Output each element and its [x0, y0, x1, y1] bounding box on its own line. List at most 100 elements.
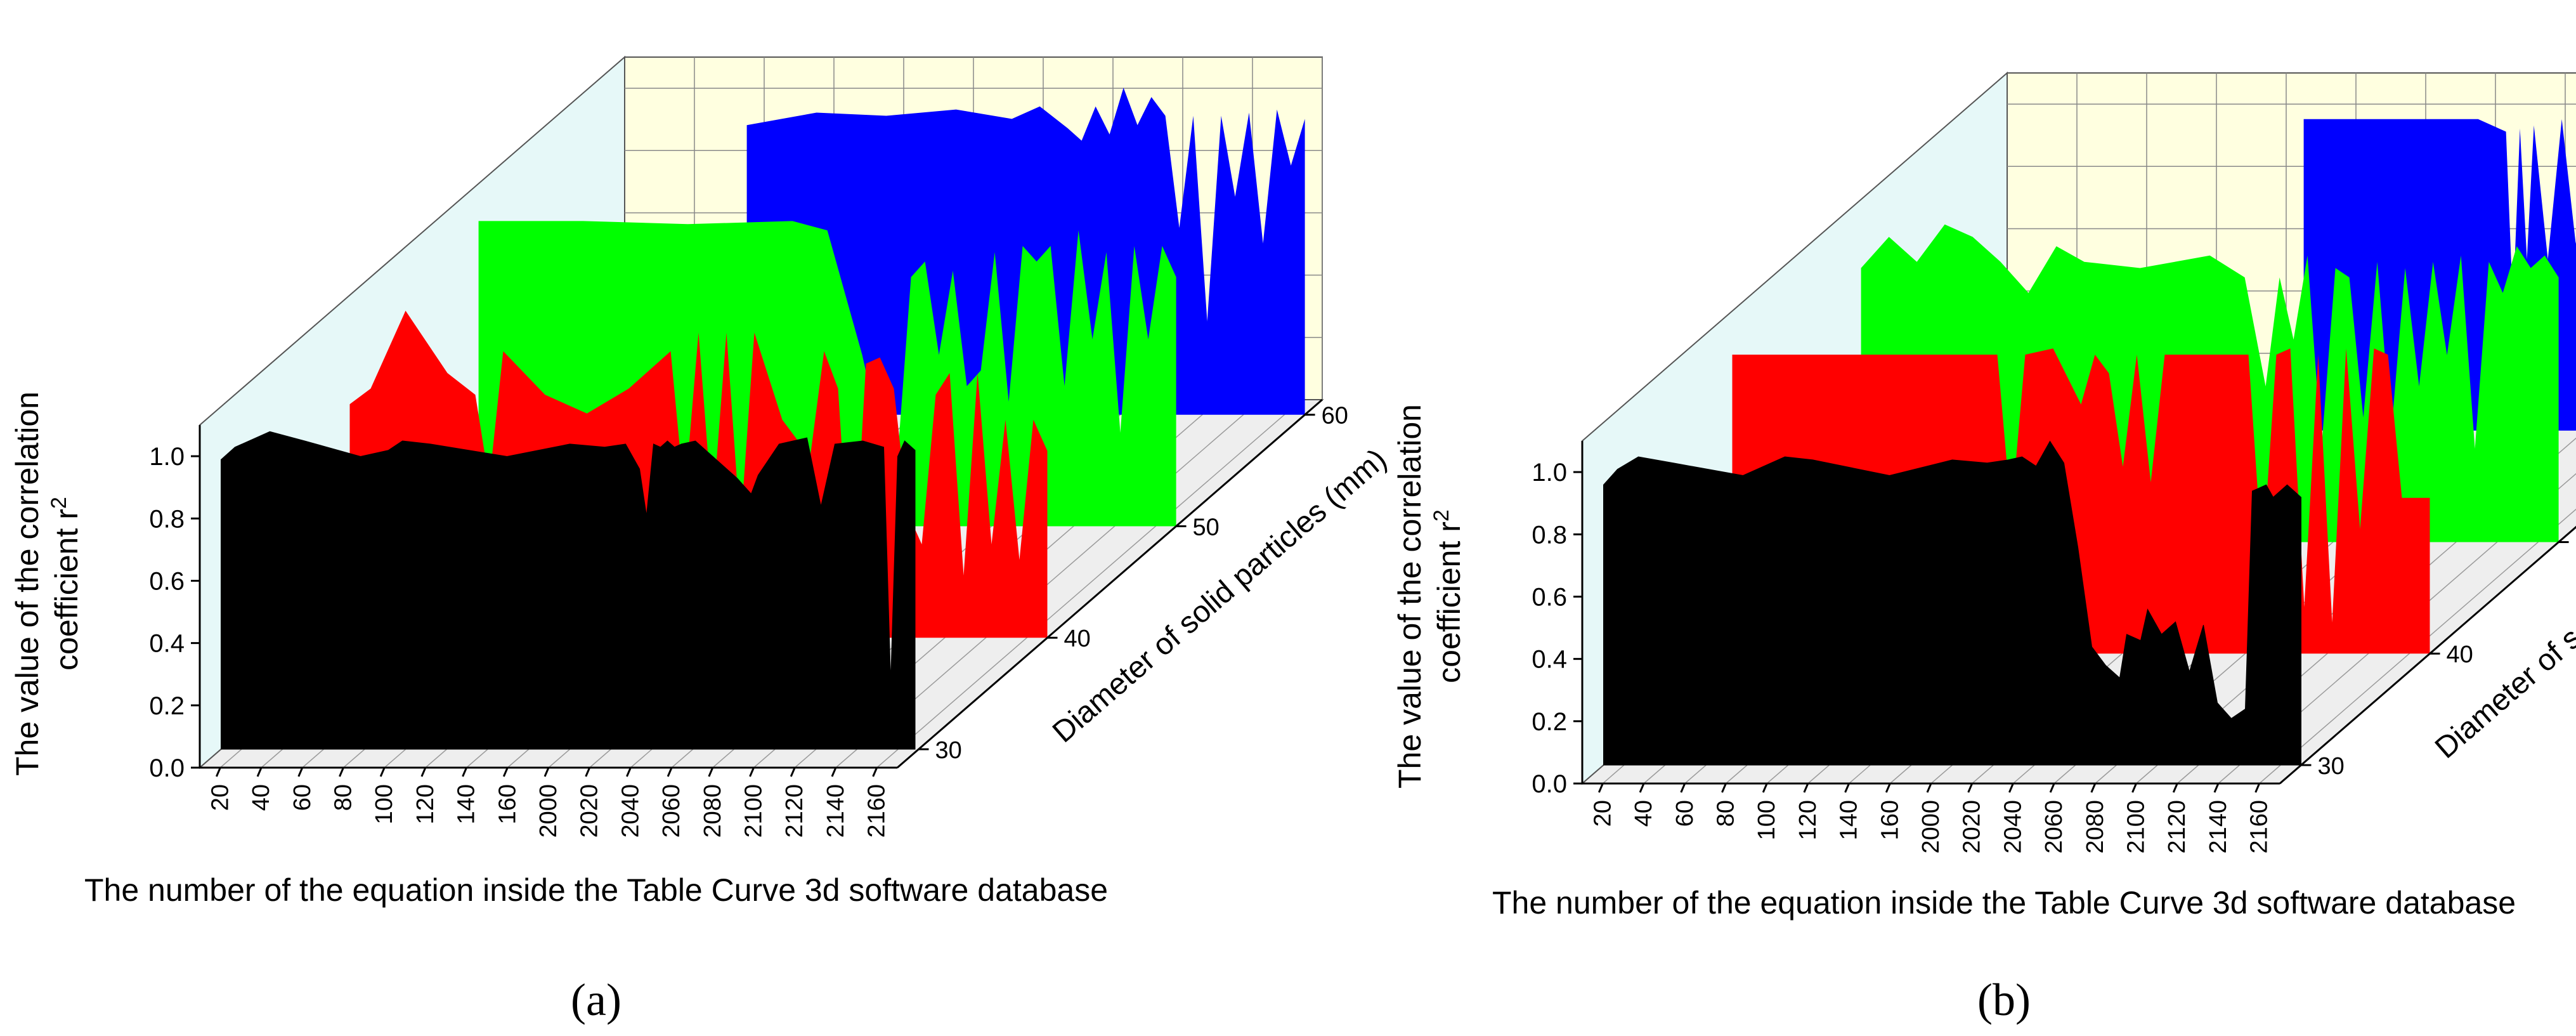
y-axis: 0.0 0.2 0.4 0.6 0.8 1.0: [149, 425, 201, 782]
x-tick-label: 2000: [535, 784, 562, 838]
z-tick-label: 40: [2447, 641, 2473, 668]
x-axis: 20 40 60 80 100 120 140 160 2000 2020 2040 2060 2080…: [1582, 782, 2280, 854]
y-axis-title-line2: coefficient r2: [1429, 509, 1467, 683]
y-tick-label: 1.0: [1532, 459, 1567, 487]
x-axis-title: The number of the equation inside the Ta…: [84, 872, 1108, 908]
panel-label: (b): [1977, 974, 2031, 1025]
x-tick: [256, 767, 263, 777]
y-tick-label: 0.6: [149, 567, 185, 595]
x-tick: [1885, 783, 1891, 793]
x-tick-label: 2140: [823, 784, 849, 838]
x-tick-label: 40: [248, 784, 275, 811]
z-tick-label: 30: [935, 737, 962, 764]
x-tick: [215, 767, 221, 777]
x-tick: [2131, 783, 2137, 793]
y-tick-label: 0.4: [149, 630, 185, 658]
x-tick: [667, 767, 673, 777]
y-axis: 0.0 0.2 0.4 0.6 0.8 1.0: [1532, 441, 1584, 798]
x-tick: [790, 767, 796, 777]
panel-label: (a): [571, 974, 621, 1025]
z-axis-line: [2279, 525, 2576, 785]
x-tick: [1597, 783, 1604, 793]
x-tick: [2008, 783, 2014, 793]
x-tick-label: 2040: [617, 784, 644, 838]
x-tick: [585, 767, 591, 777]
x-tick: [708, 767, 714, 777]
y-tick-label: 0.8: [1532, 521, 1567, 549]
y-tick-label: 0.2: [149, 692, 185, 720]
x-tick: [1721, 783, 1727, 793]
x-tick-label: 100: [1753, 800, 1780, 840]
x-tick-label: 2080: [699, 784, 726, 838]
x-tick: [872, 767, 878, 777]
x-tick: [1680, 783, 1686, 793]
x-tick: [379, 767, 386, 777]
x-tick: [831, 767, 837, 777]
series-area-30-mm: [221, 431, 916, 750]
x-tick: [502, 767, 509, 777]
x-tick: [2172, 783, 2178, 793]
x-tick-label: 2160: [864, 784, 890, 838]
x-tick: [297, 767, 304, 777]
x-tick-label: 20: [207, 784, 233, 811]
x-tick-label: 2060: [2041, 800, 2067, 854]
x-tick-label: 80: [1712, 800, 1739, 827]
y-tick-label: 0.0: [149, 754, 185, 782]
x-tick-label: 2100: [741, 784, 767, 838]
floor-line: [876, 399, 1303, 768]
y-tick-label: 1.0: [149, 443, 185, 471]
x-tick: [1926, 783, 1932, 793]
x-tick: [1803, 783, 1809, 793]
x-axis: 20 40 60 80 100 120 140 160 2000 2020 2040 2060 2080…: [200, 766, 897, 838]
x-tick-label: 2020: [1959, 800, 1986, 854]
z-tick-label: 50: [2575, 530, 2576, 556]
x-tick-label: 2020: [576, 784, 603, 838]
panel-b-chart: 0.00.20.40.60.81.020 40 60 80 100 120 140 160 20…: [1392, 71, 2576, 1025]
x-tick: [2213, 783, 2220, 793]
x-tick-label: 80: [330, 784, 356, 811]
z-tick-label: 30: [2318, 753, 2345, 780]
x-tick: [2049, 783, 2055, 793]
x-tick: [420, 767, 427, 777]
y-tick-label: 0.0: [1532, 770, 1567, 798]
x-tick-label: 140: [1836, 800, 1863, 840]
y-axis-title-line1: The value of the correlation: [10, 391, 45, 776]
x-tick-label: 2120: [781, 784, 808, 838]
x-tick-label: 2080: [2082, 800, 2109, 854]
x-tick: [1844, 783, 1850, 793]
x-tick: [1639, 783, 1645, 793]
x-tick-label: 120: [412, 784, 439, 824]
z-tick-label: 60: [1322, 403, 1348, 429]
x-tick-label: 20: [1589, 800, 1616, 827]
y-tick-label: 0.4: [1532, 646, 1567, 674]
series-area-30-mm: [1603, 440, 2301, 766]
x-tick: [626, 767, 632, 777]
x-tick-label: 2100: [2123, 800, 2150, 854]
x-tick-label: 2000: [1918, 800, 1944, 854]
x-tick-label: 60: [289, 784, 316, 811]
z-axis-line: [897, 398, 1323, 769]
y-axis-title-line1: The value of the correlation: [1392, 404, 1428, 789]
x-tick-label: 2040: [2000, 800, 2026, 854]
x-tick: [339, 767, 344, 777]
x-axis-title: The number of the equation inside the Ta…: [1492, 885, 2516, 921]
y-axis-title-line2: coefficient r2: [47, 497, 84, 671]
x-tick-label: 140: [453, 784, 480, 824]
x-tick-label: 120: [1795, 800, 1821, 840]
x-tick: [1967, 783, 1974, 793]
x-tick: [2254, 783, 2261, 793]
floor-line: [2259, 508, 2576, 784]
x-tick: [749, 767, 755, 777]
y-tick-label: 0.8: [149, 505, 185, 533]
x-tick-label: 60: [1672, 800, 1698, 827]
panel-a-chart: 0.00.20.40.60.81.020 40 60 80 100 120 140 160 20…: [10, 55, 1393, 1025]
x-tick-label: 2140: [2205, 800, 2232, 854]
x-tick-label: 2160: [2246, 800, 2273, 854]
x-tick-label: 40: [1630, 800, 1657, 827]
x-tick: [1762, 783, 1768, 793]
z-tick-label: 40: [1064, 626, 1091, 652]
y-tick-label: 0.6: [1532, 583, 1567, 611]
z-tick-label: 50: [1193, 514, 1220, 541]
x-tick-label: 160: [1877, 800, 1903, 840]
